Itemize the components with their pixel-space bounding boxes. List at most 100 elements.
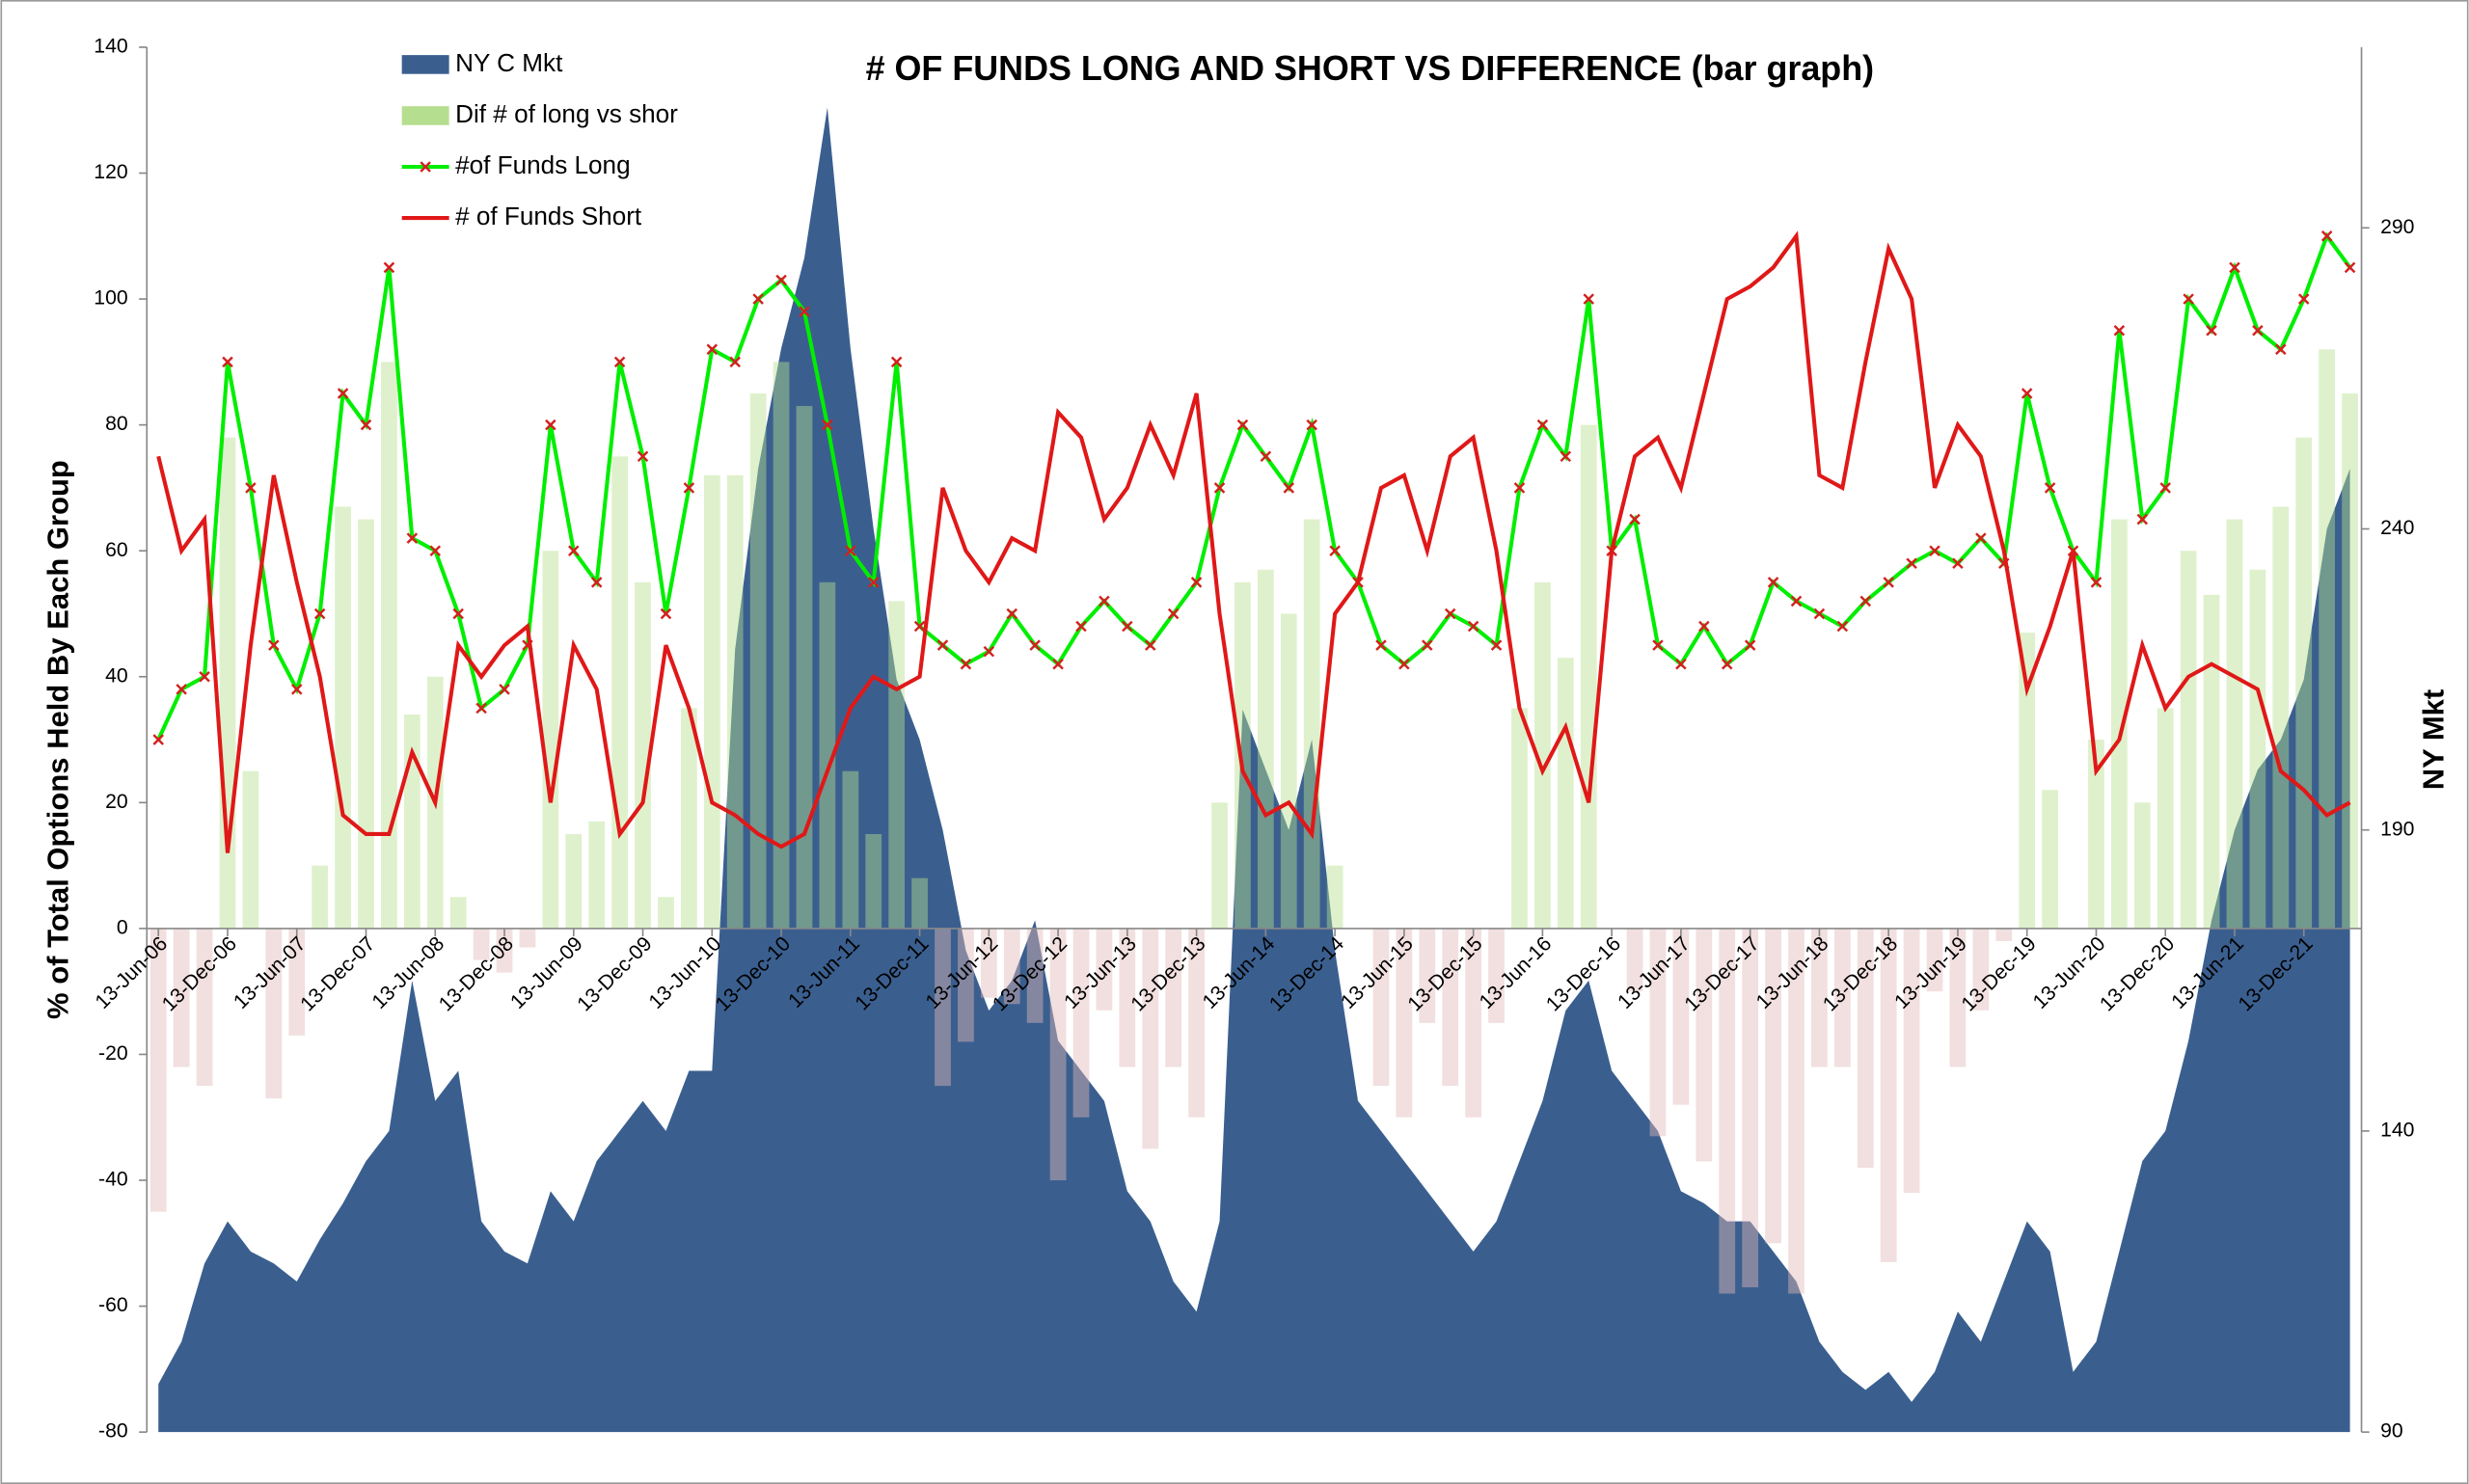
marker	[706, 343, 719, 356]
marker	[360, 418, 372, 431]
bar	[2203, 594, 2220, 929]
marker	[1052, 658, 1064, 670]
marker	[637, 450, 649, 463]
bar	[1857, 928, 1874, 1168]
bar	[658, 897, 674, 929]
marker	[1375, 639, 1387, 651]
bar	[1326, 865, 1343, 929]
bar	[335, 506, 351, 929]
marker	[752, 293, 764, 305]
bar	[1557, 658, 1574, 929]
marker	[245, 482, 257, 494]
bar	[2226, 519, 2243, 929]
bar	[381, 362, 397, 929]
marker	[1744, 639, 1756, 651]
marker	[268, 639, 280, 651]
bar	[1696, 928, 1713, 1162]
bar	[173, 928, 190, 1067]
marker	[1859, 595, 1872, 607]
bar	[2249, 569, 2266, 929]
bar	[1649, 928, 1667, 1137]
bar	[2111, 519, 2128, 929]
marker	[729, 356, 741, 368]
marker	[1836, 620, 1849, 633]
y2-tick-label: 290	[2380, 216, 2414, 238]
legend-label: Dif # of long vs shor	[455, 99, 678, 128]
area	[158, 107, 2350, 1433]
bar	[1719, 928, 1736, 1294]
bar	[1372, 928, 1390, 1087]
marker	[799, 306, 810, 317]
y-tick-label: -80	[98, 1420, 128, 1443]
marker	[1698, 620, 1710, 633]
marker	[845, 545, 856, 556]
bar	[2157, 708, 2174, 929]
bar	[1303, 519, 1320, 929]
legend-label: NY C Mkt	[455, 48, 563, 77]
legend-swatch	[401, 55, 449, 74]
y-tick-label: 20	[105, 791, 128, 813]
legend-label: # of Funds Short	[455, 202, 642, 230]
marker	[176, 684, 187, 695]
bar	[1119, 928, 1136, 1067]
marker	[1929, 545, 1940, 556]
marker	[1145, 639, 1156, 651]
marker	[1536, 418, 1549, 431]
marker	[867, 577, 880, 588]
bar	[496, 928, 513, 973]
bar	[1072, 928, 1090, 1118]
y2-axis-title: NY Mkt	[2416, 689, 2450, 791]
bar	[265, 928, 283, 1099]
bar	[1419, 928, 1436, 1023]
marker	[1952, 557, 1964, 570]
marker	[545, 418, 556, 431]
bar	[1165, 928, 1182, 1067]
marker	[2090, 577, 2103, 588]
bar	[1626, 928, 1643, 992]
marker	[452, 607, 464, 620]
bar	[1672, 928, 1690, 1105]
bar	[1096, 928, 1113, 1011]
marker	[1398, 658, 1410, 670]
legend-marker	[420, 161, 431, 173]
marker	[1122, 620, 1133, 633]
bar	[1765, 928, 1781, 1244]
marker	[313, 607, 326, 620]
bar	[749, 393, 767, 929]
marker	[1790, 595, 1803, 607]
marker	[1099, 595, 1110, 607]
bar	[1811, 928, 1828, 1067]
bar	[403, 714, 421, 929]
marker	[936, 639, 949, 651]
legend-swatch	[401, 106, 449, 125]
marker	[2344, 261, 2356, 274]
bar	[888, 601, 906, 929]
bar	[196, 928, 213, 1087]
bar	[1511, 708, 1528, 929]
bar	[1396, 928, 1413, 1118]
marker	[2183, 293, 2194, 305]
bar	[1903, 928, 1920, 1194]
marker	[2229, 261, 2240, 274]
bar	[1211, 802, 1228, 929]
marker	[983, 645, 995, 658]
marker	[383, 261, 395, 274]
y-tick-label: -60	[98, 1294, 128, 1316]
bar	[1142, 928, 1159, 1149]
marker	[1444, 607, 1456, 620]
y-tick-label: 80	[105, 413, 128, 435]
marker	[2320, 230, 2333, 242]
y-axis-title: % of Total Options Held By Each Group	[41, 460, 75, 1019]
y2-tick-label: 90	[2380, 1420, 2403, 1443]
bar	[1742, 928, 1759, 1287]
y-tick-label: 100	[94, 287, 127, 310]
marker	[1422, 639, 1433, 651]
bar	[542, 551, 559, 929]
marker	[1260, 450, 1272, 463]
bar	[2042, 790, 2058, 929]
bar	[358, 519, 374, 929]
bar	[242, 770, 259, 929]
marker	[2159, 482, 2171, 494]
marker	[1467, 620, 1479, 633]
